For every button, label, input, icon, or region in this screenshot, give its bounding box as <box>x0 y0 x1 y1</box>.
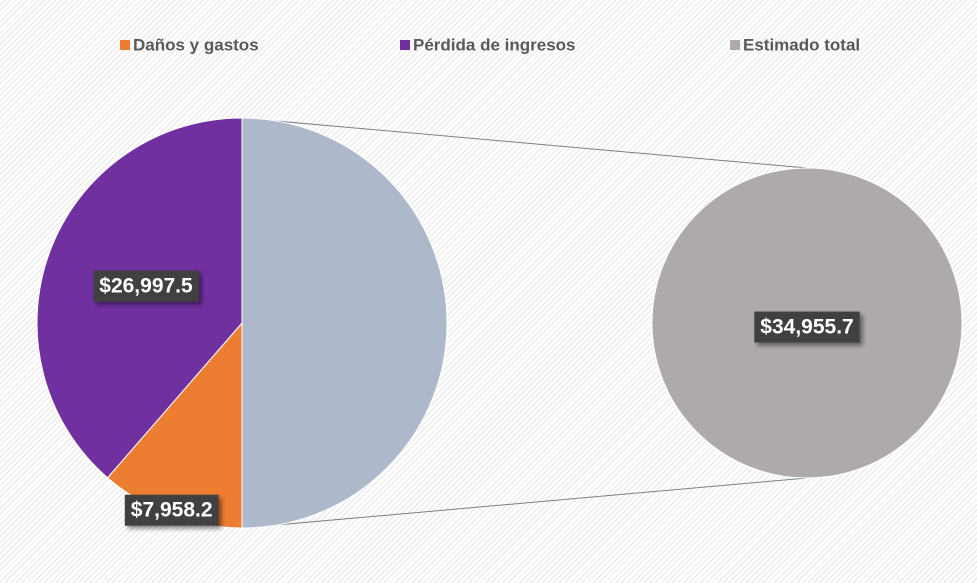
data-label: $7,958.2 <box>124 494 219 526</box>
legend-label: Daños y gastos <box>133 35 259 54</box>
pie-slice <box>241 117 448 529</box>
data-label-box <box>93 270 200 302</box>
data-label-text: $26,997.5 <box>99 275 193 298</box>
data-label: $26,997.5 <box>93 270 200 302</box>
data-label-text: $34,955.7 <box>760 316 853 339</box>
data-label: $34,955.7 <box>754 311 860 343</box>
legend-label: Estimado total <box>743 35 860 54</box>
legend-label: Pérdida de ingresos <box>413 35 576 54</box>
legend-swatch <box>120 40 130 50</box>
connector-line <box>241 477 808 529</box>
data-label-box <box>754 311 860 343</box>
legend-swatch <box>730 40 740 50</box>
data-label-text: $7,958.2 <box>131 499 213 522</box>
data-label-box <box>124 494 219 526</box>
legend-swatch <box>400 40 410 50</box>
connector-line <box>241 117 808 169</box>
